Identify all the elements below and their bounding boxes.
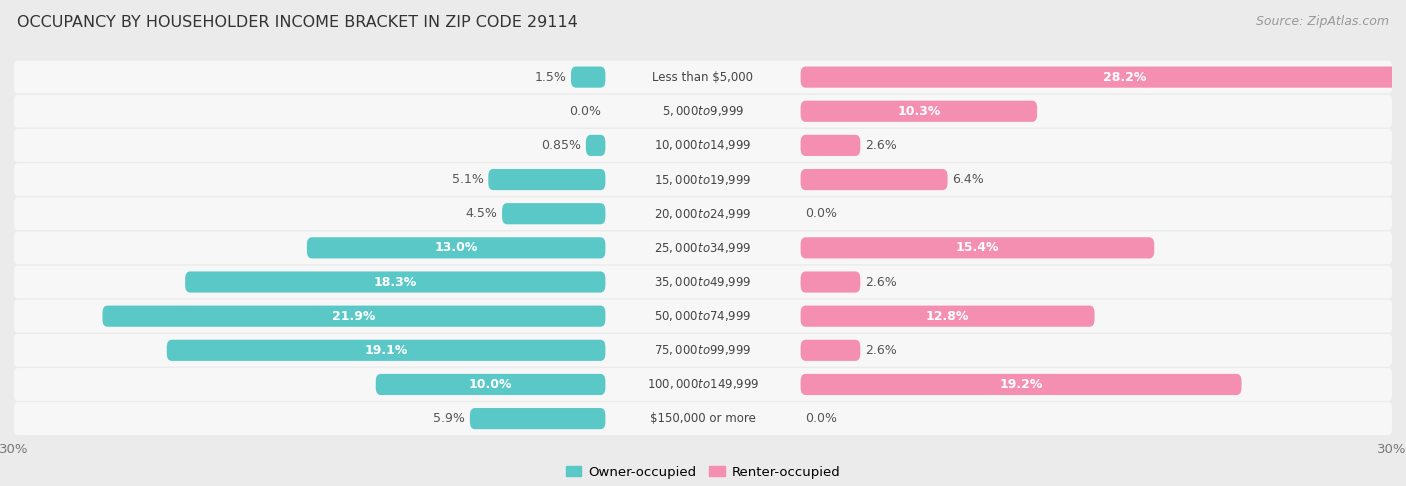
FancyBboxPatch shape [167, 340, 606, 361]
FancyBboxPatch shape [14, 368, 1392, 401]
Text: Less than $5,000: Less than $5,000 [652, 70, 754, 84]
Text: 19.2%: 19.2% [1000, 378, 1043, 391]
FancyBboxPatch shape [14, 231, 1392, 264]
Text: 28.2%: 28.2% [1102, 70, 1146, 84]
FancyBboxPatch shape [800, 306, 1094, 327]
Text: 0.0%: 0.0% [806, 412, 837, 425]
FancyBboxPatch shape [14, 266, 1392, 298]
FancyBboxPatch shape [186, 271, 606, 293]
FancyBboxPatch shape [103, 306, 606, 327]
Text: $50,000 to $74,999: $50,000 to $74,999 [654, 309, 752, 323]
FancyBboxPatch shape [800, 135, 860, 156]
FancyBboxPatch shape [14, 95, 1392, 128]
Text: 5.1%: 5.1% [451, 173, 484, 186]
FancyBboxPatch shape [14, 163, 1392, 196]
Text: 1.5%: 1.5% [534, 70, 567, 84]
FancyBboxPatch shape [571, 67, 606, 87]
Text: $15,000 to $19,999: $15,000 to $19,999 [654, 173, 752, 187]
Text: 18.3%: 18.3% [374, 276, 418, 289]
FancyBboxPatch shape [14, 129, 1392, 162]
Legend: Owner-occupied, Renter-occupied: Owner-occupied, Renter-occupied [560, 460, 846, 484]
Text: $25,000 to $34,999: $25,000 to $34,999 [654, 241, 752, 255]
Text: 6.4%: 6.4% [952, 173, 984, 186]
Text: $100,000 to $149,999: $100,000 to $149,999 [647, 378, 759, 391]
FancyBboxPatch shape [800, 340, 860, 361]
FancyBboxPatch shape [307, 237, 606, 259]
FancyBboxPatch shape [14, 197, 1392, 230]
Text: 0.0%: 0.0% [569, 105, 600, 118]
Text: Source: ZipAtlas.com: Source: ZipAtlas.com [1256, 15, 1389, 28]
FancyBboxPatch shape [488, 169, 606, 190]
FancyBboxPatch shape [800, 374, 1241, 395]
FancyBboxPatch shape [800, 169, 948, 190]
Text: 13.0%: 13.0% [434, 242, 478, 254]
Text: 2.6%: 2.6% [865, 276, 897, 289]
Text: $35,000 to $49,999: $35,000 to $49,999 [654, 275, 752, 289]
FancyBboxPatch shape [800, 101, 1038, 122]
Text: $10,000 to $14,999: $10,000 to $14,999 [654, 139, 752, 153]
FancyBboxPatch shape [800, 271, 860, 293]
FancyBboxPatch shape [586, 135, 606, 156]
Text: $20,000 to $24,999: $20,000 to $24,999 [654, 207, 752, 221]
Text: OCCUPANCY BY HOUSEHOLDER INCOME BRACKET IN ZIP CODE 29114: OCCUPANCY BY HOUSEHOLDER INCOME BRACKET … [17, 15, 578, 30]
Text: 12.8%: 12.8% [927, 310, 969, 323]
Text: 2.6%: 2.6% [865, 139, 897, 152]
Text: 10.0%: 10.0% [468, 378, 512, 391]
FancyBboxPatch shape [502, 203, 606, 225]
Text: 5.9%: 5.9% [433, 412, 465, 425]
FancyBboxPatch shape [800, 237, 1154, 259]
FancyBboxPatch shape [14, 402, 1392, 435]
Text: 0.0%: 0.0% [806, 207, 837, 220]
Text: $150,000 or more: $150,000 or more [650, 412, 756, 425]
Text: 19.1%: 19.1% [364, 344, 408, 357]
FancyBboxPatch shape [14, 300, 1392, 332]
FancyBboxPatch shape [14, 61, 1392, 93]
Text: 4.5%: 4.5% [465, 207, 498, 220]
Text: 21.9%: 21.9% [332, 310, 375, 323]
Text: 0.85%: 0.85% [541, 139, 581, 152]
Text: 2.6%: 2.6% [865, 344, 897, 357]
FancyBboxPatch shape [800, 67, 1406, 87]
Text: 15.4%: 15.4% [956, 242, 1000, 254]
Text: $75,000 to $99,999: $75,000 to $99,999 [654, 343, 752, 357]
Text: 10.3%: 10.3% [897, 105, 941, 118]
FancyBboxPatch shape [375, 374, 606, 395]
FancyBboxPatch shape [14, 334, 1392, 367]
Text: $5,000 to $9,999: $5,000 to $9,999 [662, 104, 744, 118]
FancyBboxPatch shape [470, 408, 606, 429]
